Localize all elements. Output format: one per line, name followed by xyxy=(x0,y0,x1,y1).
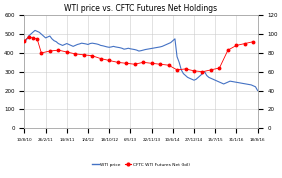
Legend: WTI price, CFTC WTI Futures Net (bil): WTI price, CFTC WTI Futures Net (bil) xyxy=(91,161,191,169)
Title: WTI price vs. CFTC Futures Net Holdings: WTI price vs. CFTC Futures Net Holdings xyxy=(65,4,217,13)
